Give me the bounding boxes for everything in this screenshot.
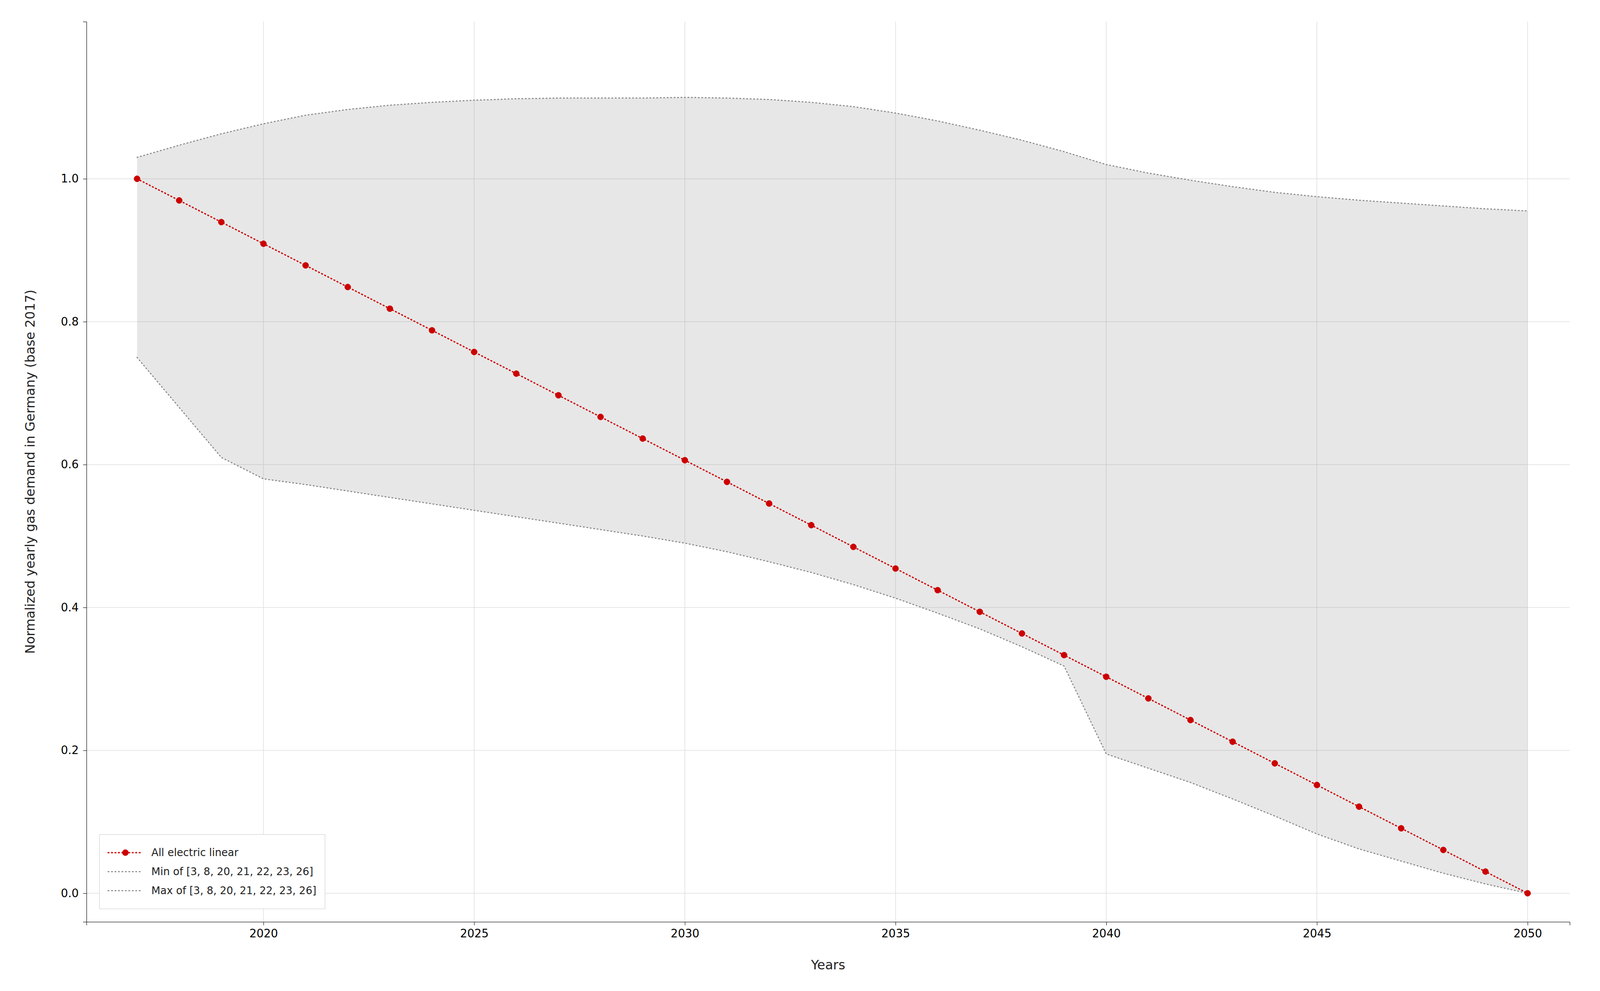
point xyxy=(1398,825,1405,832)
legend-swatch xyxy=(108,871,143,873)
point xyxy=(1187,716,1194,724)
tick: 2025 xyxy=(460,921,489,941)
tick: 2020 xyxy=(249,921,279,941)
tick-label: 2030 xyxy=(670,927,700,941)
point xyxy=(1061,652,1068,659)
point xyxy=(302,262,309,269)
point xyxy=(1313,782,1320,789)
legend-item: Min of [3, 8, 20, 21, 22, 23, 26] xyxy=(108,865,314,878)
point xyxy=(1229,738,1236,745)
legend-label: Max of [3, 8, 20, 21, 22, 23, 26] xyxy=(151,884,317,897)
tick: 2040 xyxy=(1092,921,1121,941)
point xyxy=(808,522,815,529)
tick-mark xyxy=(83,321,87,323)
tick: 0.2 xyxy=(60,743,87,757)
tick-label: 2020 xyxy=(249,927,279,941)
tick-label: 2025 xyxy=(460,927,489,941)
tick-label: 1.0 xyxy=(60,172,79,186)
point xyxy=(597,413,604,420)
tick-mark xyxy=(1316,921,1318,926)
tick-mark xyxy=(83,464,87,465)
tick-mark xyxy=(895,921,896,926)
grid xyxy=(86,21,1570,922)
point xyxy=(1482,868,1489,875)
tick-label: 0.8 xyxy=(60,315,79,329)
chart: 2020 2025 2030 2035 2040 2045 2050 0.0 0.2 0.4 0.6… xyxy=(0,0,1600,991)
point xyxy=(681,457,688,464)
tick-mark xyxy=(83,750,87,751)
tick-mark xyxy=(83,893,87,894)
tick-label: 2035 xyxy=(881,927,910,941)
point xyxy=(1271,760,1278,767)
legend-swatch xyxy=(108,890,143,892)
point xyxy=(513,370,520,377)
tick-mark xyxy=(83,179,87,180)
point xyxy=(387,305,394,312)
tick-label: 2050 xyxy=(1513,927,1543,941)
point xyxy=(1018,630,1025,637)
y-axis-title: Normalized yearly gas demand in Germany … xyxy=(22,289,38,655)
tick: 0.8 xyxy=(60,315,87,329)
tick: 2030 xyxy=(670,921,700,941)
tick: 2045 xyxy=(1302,921,1332,941)
legend-label: All electric linear xyxy=(151,846,239,859)
tick-label: 0.0 xyxy=(60,886,79,900)
point xyxy=(218,219,225,226)
tick: 2035 xyxy=(881,921,910,941)
tick-mark xyxy=(263,921,264,926)
tick-mark xyxy=(1106,921,1107,926)
series-line xyxy=(137,97,1528,212)
point xyxy=(976,608,983,615)
series-line xyxy=(137,357,1528,894)
tick-mark xyxy=(684,921,686,926)
tick: 0.4 xyxy=(60,601,87,615)
point xyxy=(723,478,730,485)
legend-box xyxy=(99,834,326,909)
legend-swatch xyxy=(122,849,129,856)
tick-mark xyxy=(1527,921,1529,926)
point xyxy=(892,565,899,572)
legend-item: Max of [3, 8, 20, 21, 22, 23, 26] xyxy=(108,884,317,897)
tick: 1.0 xyxy=(60,172,87,186)
point xyxy=(850,544,857,551)
legend-item: All electric linear xyxy=(108,846,239,859)
point xyxy=(1440,847,1447,854)
point xyxy=(176,197,183,204)
legend-label: Min of [3, 8, 20, 21, 22, 23, 26] xyxy=(151,865,314,878)
tick-label: 0.2 xyxy=(60,743,79,757)
point xyxy=(1524,890,1531,897)
tick-label: 2040 xyxy=(1092,927,1121,941)
point xyxy=(1103,673,1110,680)
point xyxy=(555,392,562,399)
x-axis-title: Years xyxy=(810,957,845,973)
tick-label: 0.4 xyxy=(60,601,79,615)
tick: 0.0 xyxy=(60,886,87,900)
y-axis: 0.0 0.2 0.4 0.6 0.8 1.0 xyxy=(60,22,87,923)
point xyxy=(766,500,773,507)
tick: 2050 xyxy=(1513,921,1543,941)
axis-line xyxy=(86,922,1571,926)
tick: 0.6 xyxy=(60,457,87,471)
point xyxy=(260,240,267,247)
axis-line xyxy=(83,22,87,923)
range-band xyxy=(137,97,1528,894)
tick-mark xyxy=(473,921,475,926)
plot-area xyxy=(134,97,1531,897)
tick-mark xyxy=(83,607,87,608)
series-line xyxy=(137,179,1528,894)
point xyxy=(934,587,941,594)
point xyxy=(1145,695,1152,702)
point xyxy=(470,348,477,356)
tick-label: 0.6 xyxy=(60,457,79,471)
point xyxy=(639,435,646,442)
legend: All electric linear Min of [3, 8, 20, 21,… xyxy=(99,834,326,909)
tick-label: 2045 xyxy=(1302,927,1332,941)
point xyxy=(134,176,141,183)
point xyxy=(428,327,436,334)
x-axis: 2020 2025 2030 2035 2040 2045 2050 xyxy=(86,921,1571,941)
point xyxy=(344,284,351,291)
point xyxy=(1356,803,1363,810)
